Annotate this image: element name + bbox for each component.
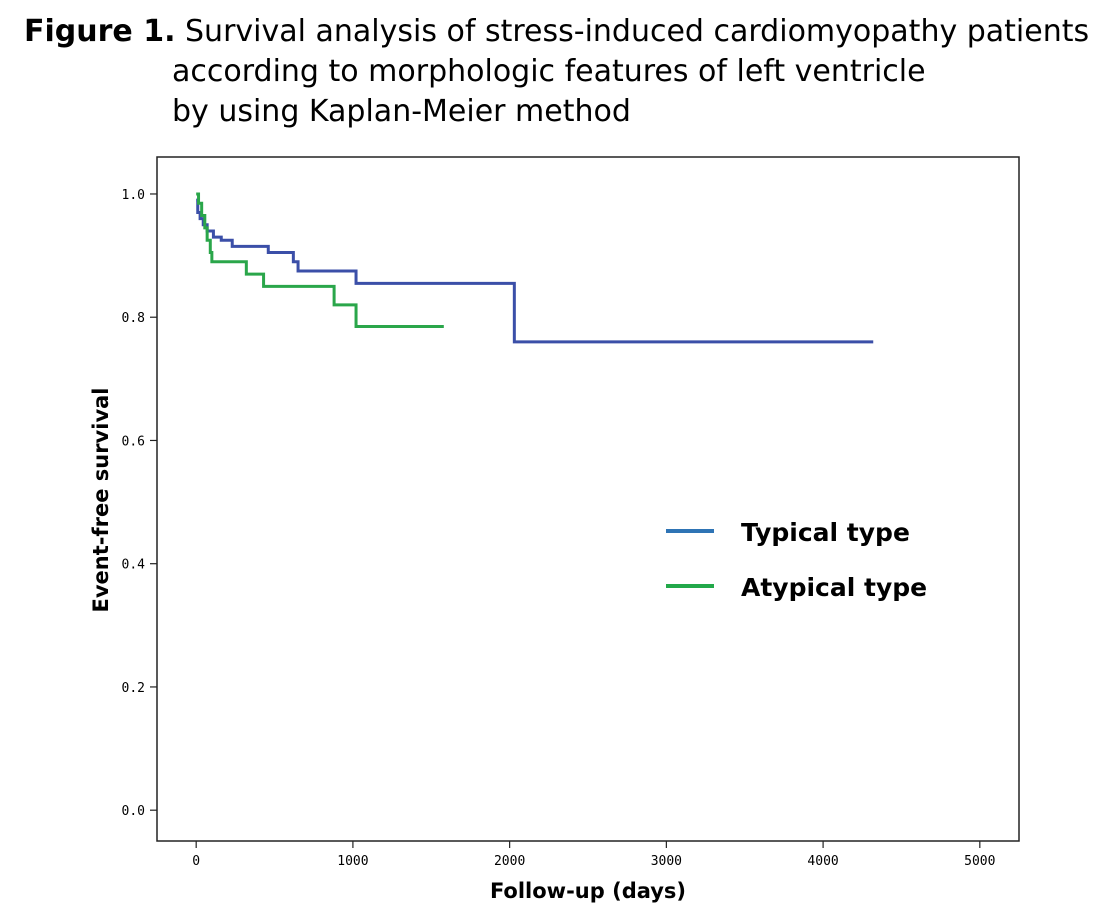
y-tick-label: 0.2 [122, 681, 145, 696]
caption-line-2: according to morphologic features of lef… [172, 54, 926, 89]
y-tick-label: 0.4 [122, 558, 146, 573]
x-tick-label: 2000 [494, 854, 525, 869]
legend: Typical type Atypical type [666, 518, 927, 602]
x-tick-label: 5000 [964, 854, 995, 869]
x-tick-label: 4000 [807, 854, 838, 869]
legend-label-typical: Typical type [741, 518, 910, 547]
x-tick-label: 3000 [651, 854, 682, 869]
plot-frame [156, 156, 1020, 842]
figure-caption: Figure 1. Survival analysis of stress-in… [24, 12, 1104, 132]
y-tick-label: 1.0 [122, 188, 145, 203]
caption-text-1: Survival analysis of stress-induced card… [185, 14, 1090, 49]
x-axis-ticks: 0 1000 2000 3000 4000 5000 [192, 841, 995, 869]
figure-label: Figure 1. [24, 14, 176, 49]
legend-label-atypical: Atypical type [741, 573, 927, 602]
series-line-atypical [196, 192, 444, 328]
caption-line-1: Figure 1. Survival analysis of stress-in… [24, 12, 1104, 52]
series-layer [196, 192, 874, 344]
y-axis-ticks: 0.0 0.2 0.4 0.6 0.8 1.0 [122, 188, 157, 819]
y-axis-title: Event-free survival [89, 387, 113, 612]
x-tick-label: 1000 [337, 854, 368, 869]
x-tick-label: 0 [192, 854, 200, 869]
series-line-typical [196, 198, 874, 344]
y-tick-label: 0.0 [122, 804, 145, 819]
y-tick-label: 0.6 [122, 434, 145, 449]
y-tick-label: 0.8 [122, 311, 145, 326]
caption-line-3: by using Kaplan-Meier method [172, 94, 631, 129]
x-axis-title: Follow-up (days) [490, 879, 686, 903]
